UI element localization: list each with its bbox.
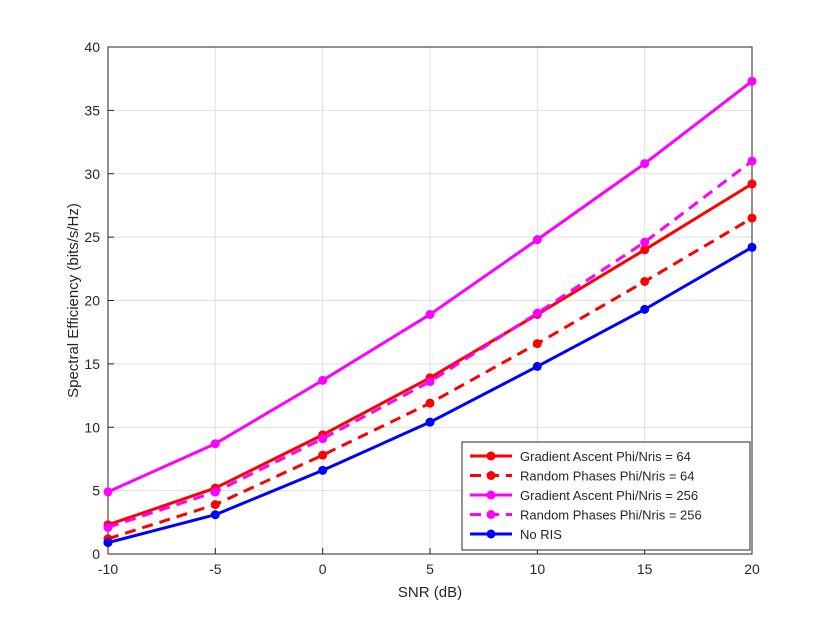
legend: Gradient Ascent Phi/Nris = 64 Random Phas… [461,441,751,551]
y-tick-label: 15 [84,356,100,372]
x-tick-label: 0 [319,561,327,577]
x-tick-label: -10 [98,561,118,577]
legend-swatch-marker [486,529,496,539]
data-point [210,487,220,497]
y-tick-label: 5 [92,483,100,499]
legend-item: Gradient Ascent Phi/Nris = 64 [470,449,691,464]
data-point [532,308,542,318]
data-point [640,304,650,314]
series-5 [103,242,757,548]
data-point [640,245,650,255]
legend-label: Gradient Ascent Phi/Nris = 64 [520,449,691,464]
x-tick-label: 20 [744,561,760,577]
data-point [210,500,220,510]
x-axis-label: SNR (dB) [398,584,462,601]
data-point [103,538,113,548]
series-4 [103,156,757,532]
data-point [747,156,757,166]
data-point [318,375,328,385]
data-point [747,213,757,223]
x-tick-label: 5 [426,561,434,577]
legend-swatch-marker [486,510,496,519]
data-point [318,434,328,444]
data-point [532,361,542,371]
y-tick-label: 35 [84,102,100,118]
legend-swatch-marker [486,490,496,500]
series-3 [103,76,757,497]
data-point [103,487,113,497]
data-point [532,235,542,245]
data-point [210,510,220,520]
data-point [640,159,650,169]
legend-item: Gradient Ascent Phi/Nris = 256 [470,488,698,503]
y-tick-label: 30 [84,166,100,182]
data-point [747,76,757,86]
series-layer [103,76,757,548]
y-axis-label: Spectral Efficiency (bits/s/Hz) [65,203,82,398]
x-tick-label: 10 [530,561,546,577]
legend-item: Random Phases Phi/Nris = 256 [470,508,702,523]
data-point [425,309,435,319]
y-tick-label: 0 [92,546,100,562]
legend-label: Gradient Ascent Phi/Nris = 256 [520,488,698,503]
data-point [210,439,220,449]
data-point [532,339,542,349]
legend-label: Random Phases Phi/Nris = 64 [520,469,695,484]
y-tick-label: 20 [84,293,100,309]
data-point [747,242,757,252]
y-tick-label: 10 [84,419,100,435]
data-point [640,276,650,286]
legend-swatch-marker [486,451,496,461]
y-tick-label: 40 [84,39,100,55]
data-point [747,179,757,189]
x-tick-label: 15 [637,561,653,577]
data-point [425,417,435,427]
data-point [425,377,435,387]
x-tick-label: -5 [209,561,222,577]
data-point [318,450,328,460]
legend-item: Random Phases Phi/Nris = 64 [470,469,695,484]
data-point [640,237,650,247]
legend-label: No RIS [520,527,562,542]
data-point [318,465,328,475]
data-point [103,522,113,532]
legend-item: No RIS [470,527,562,542]
legend-swatch-marker [486,471,496,480]
y-tick-label: 25 [84,229,100,245]
axis-ticks: -10 -5 0 5 10 15 20 0 5 10 15 20 25 30 35 40 [84,39,760,577]
legend-label: Random Phases Phi/Nris = 256 [520,508,702,523]
data-point [425,398,435,408]
